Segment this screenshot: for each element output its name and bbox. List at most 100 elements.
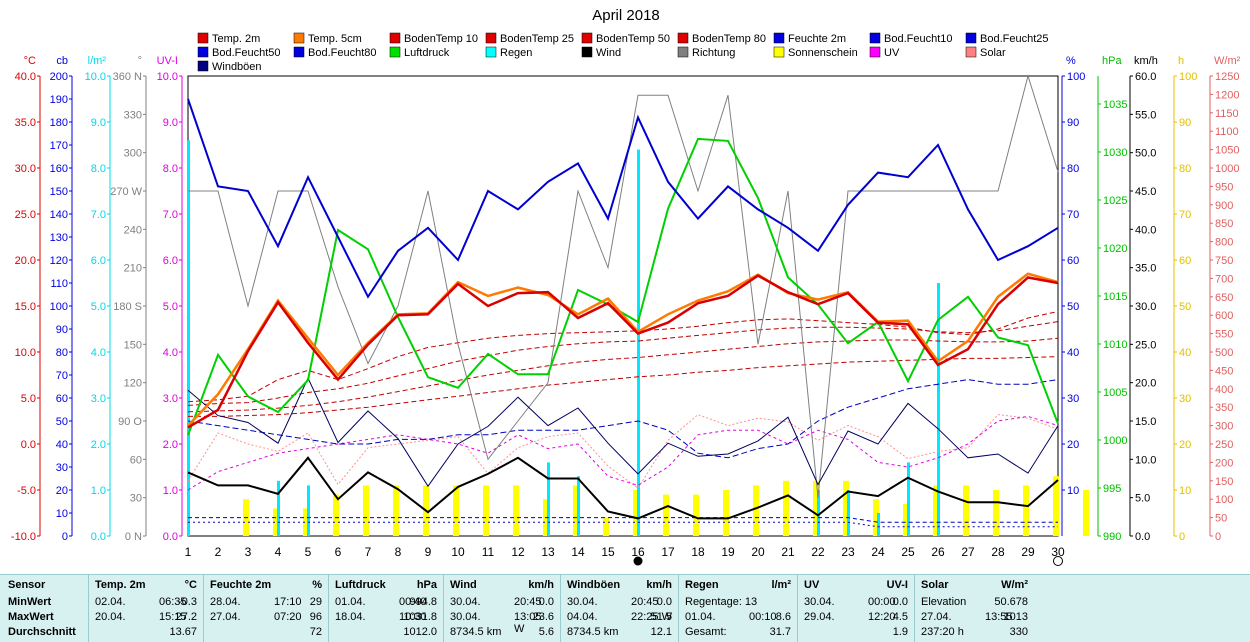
legend-item: BodenTemp 50: [596, 33, 670, 45]
left-axis-tick-label: 10.0: [15, 347, 36, 359]
x-tick-label: 12: [511, 545, 525, 559]
right-axis-tick-label: 90: [1179, 117, 1191, 129]
stats-row: Elevation 50.678: [921, 596, 1028, 610]
stats-unit: km/h: [646, 579, 672, 591]
left-axis-tick-label: 180: [50, 117, 68, 129]
stats-cell: 01.04.: [685, 611, 716, 623]
right-axis-tick-label: 300: [1215, 421, 1233, 433]
x-tick-label: 4: [275, 545, 282, 559]
stats-cell: 31.7: [769, 626, 791, 638]
stats-cell: 27.04.: [210, 611, 241, 623]
left-axis-tick-label: 0.0: [91, 531, 106, 543]
series-line: [188, 74, 1059, 498]
stats-label-avg: Durchschnitt: [8, 626, 76, 638]
stats-row: 30.04. 13:05 W 23.6: [450, 611, 554, 635]
stats-row: 29.04. 12:20 4.5: [804, 611, 908, 625]
right-axis-tick-label: 700: [1215, 273, 1233, 285]
rain-bar: [277, 480, 280, 536]
stats-cell: 15:15: [159, 611, 187, 623]
stats-cell: 8734.5 km: [450, 626, 502, 638]
x-tick-label: 22: [811, 545, 825, 559]
left-axis-tick-label: 10.0: [157, 71, 178, 83]
x-tick-label: 7: [365, 545, 372, 559]
x-tick-label: 3: [245, 545, 252, 559]
x-tick-label: 11: [482, 545, 495, 559]
series-line: [187, 321, 1059, 406]
sunshine-bar: [1053, 476, 1059, 536]
sunshine-bar: [693, 494, 699, 536]
x-tick-label: 6: [335, 545, 342, 559]
right-axis-tick-label: 70: [1179, 209, 1191, 221]
stats-column-header: UV UV-I: [804, 579, 908, 593]
stats-column: Regen l/m² Regentage: 13 01.04. 00:10 8.6 Gesa…: [678, 575, 797, 642]
stats-row: Regentage: 13: [685, 596, 791, 610]
legend-swatch: [869, 46, 881, 58]
left-axis-tick-label: 30.0: [15, 163, 36, 175]
stats-column: Temp. 2m °C 02.04. 06:35 -0.3 20.04. 15:15 27.2…: [88, 575, 203, 642]
stats-cell: 4.5: [892, 611, 908, 623]
stats-cell: 00:40: [399, 596, 427, 608]
legend-swatch: [293, 32, 305, 44]
right-axis-tick-label: 40: [1179, 347, 1191, 359]
left-axis-tick-label: 0: [62, 531, 68, 543]
stats-unit: l/m²: [771, 579, 791, 591]
left-axis-tick-label: 270 W: [110, 186, 142, 198]
right-axis-tick-label: 750: [1215, 255, 1233, 267]
legend: Temp. 2m Temp. 5cm BodenTemp 10 BodenTemp 2…: [197, 32, 1049, 73]
right-axis-tick-label: 1010: [1103, 339, 1127, 351]
stats-sensor-name: Temp. 2m: [95, 579, 146, 591]
right-axis-tick-label: 80: [1179, 163, 1191, 175]
left-axis-tick-label: 5.0: [91, 301, 106, 313]
sunshine-bar: [873, 499, 879, 536]
rain-bar: [187, 140, 190, 536]
stats-unit: %: [312, 579, 322, 591]
left-axis-tick-label: 5.0: [163, 301, 178, 313]
stats-cell: 8.6: [775, 611, 791, 623]
right-axis-tick-label: 70: [1067, 209, 1079, 221]
stats-row: 01.04. 00:40 994.8: [335, 596, 437, 610]
sunshine-bar: [933, 485, 939, 536]
x-tick-label: 25: [901, 545, 915, 559]
right-axis-tick-label: 30: [1179, 393, 1191, 405]
stats-sensor-name: Luftdruck: [335, 579, 386, 591]
left-axis-tick-label: 90: [56, 324, 68, 336]
sunshine-bar: [603, 517, 609, 536]
left-axis-tick-label: 300: [124, 148, 142, 160]
new-moon-icon: [633, 556, 643, 566]
right-axis-tick-label: 10: [1067, 485, 1079, 497]
stats-row: 30.04. 20:45 0.0: [450, 596, 554, 610]
stats-column: Luftdruck hPa 01.04. 00:40 994.8 18.04. 10:30 1…: [328, 575, 443, 642]
stats-cell: 10:30: [399, 611, 427, 623]
right-axis-tick-label: 15.0: [1135, 416, 1156, 428]
stats-cell: 1012.0: [403, 626, 437, 638]
legend-item: Regen: [500, 47, 532, 59]
series-line: [187, 98, 1059, 299]
left-axis-tick-label: 10: [56, 508, 68, 520]
sunshine-bar: [993, 490, 999, 536]
stats-cell: 0.0: [892, 596, 908, 608]
legend-item: Temp. 5cm: [308, 33, 362, 45]
left-axis-tick-label: 15.0: [15, 301, 36, 313]
series-line: [187, 456, 1059, 520]
rain-bar: [637, 149, 640, 536]
x-tick-label: 16: [631, 545, 645, 559]
right-axis-tick-label: 25.0: [1135, 339, 1156, 351]
right-axis-tick-label: 60.0: [1135, 71, 1156, 83]
stats-row: 8734.5 km 12.1: [567, 626, 672, 640]
rain-bar: [817, 490, 820, 536]
x-tick-label: 20: [751, 545, 765, 559]
sunshine-bar: [303, 508, 309, 536]
stats-unit: °C: [184, 579, 197, 591]
x-tick-label: 10: [451, 545, 465, 559]
stats-column-header: Temp. 2m °C: [95, 579, 197, 593]
stats-cell: 1031.8: [403, 611, 437, 623]
legend-swatch: [581, 46, 593, 58]
stats-cell: 23.6: [532, 611, 554, 623]
right-axis-unit: %: [1066, 55, 1076, 67]
stats-row: Gesamt: 31.7: [685, 626, 791, 640]
left-axis-tick-label: 190: [50, 94, 68, 106]
right-axis-tick-label: 45.0: [1135, 186, 1156, 198]
left-axis-tick-label: 2.0: [163, 439, 178, 451]
stats-row: 28.04. 17:10 29: [210, 596, 322, 610]
rain-bar: [847, 490, 850, 536]
